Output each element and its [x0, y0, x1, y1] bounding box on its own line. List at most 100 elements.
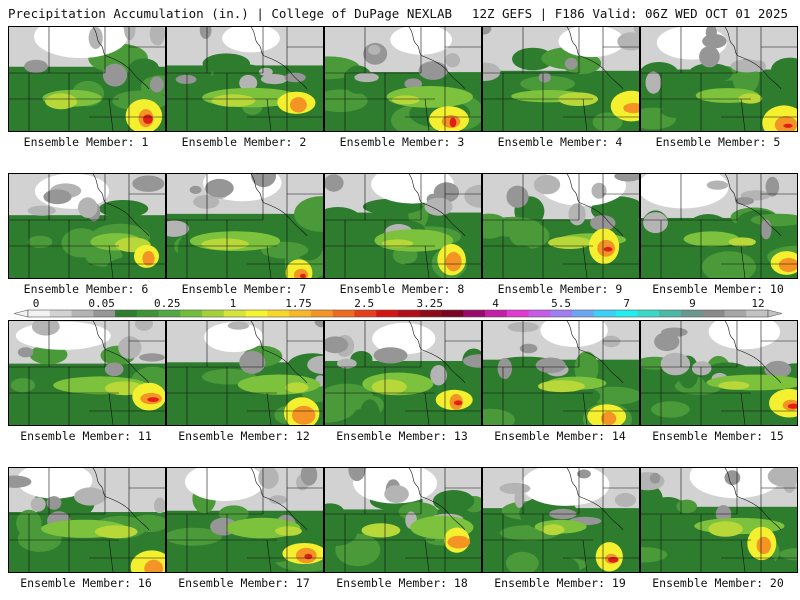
- ensemble-member-label: Ensemble Member: 13: [323, 429, 481, 443]
- light-precip-blob: [9, 475, 32, 488]
- dry-area: [16, 468, 93, 499]
- ensemble-member-map: [8, 26, 166, 132]
- precip-band: [285, 382, 309, 393]
- light-precip-blob: [325, 174, 344, 192]
- ensemble-member-label: Ensemble Member: 19: [481, 576, 639, 590]
- state-borders: [641, 27, 797, 131]
- river-line: [724, 468, 782, 531]
- colorbar-tick-label: 2.5: [354, 297, 374, 310]
- light-precip-blob: [153, 497, 165, 514]
- light-precip-blob: [384, 485, 409, 504]
- heavy-precip-core: [778, 257, 797, 273]
- light-precip-blob: [260, 74, 288, 85]
- ensemble-member-label: Ensemble Member: 16: [7, 576, 165, 590]
- colorbar-swatch: [245, 310, 268, 317]
- member-label-prefix: Ensemble Member:: [652, 429, 770, 443]
- run-valid-time: 12Z GEFS | F186 Valid: 06Z WED OCT 01 20…: [471, 6, 788, 21]
- state-borders: [167, 174, 323, 278]
- member-label-prefix: Ensemble Member:: [336, 576, 454, 590]
- precip-blob: [359, 399, 381, 425]
- dry-area: [15, 321, 111, 350]
- precip-band: [548, 236, 592, 249]
- member-label-prefix: Ensemble Member:: [178, 429, 296, 443]
- dry-area: [539, 174, 627, 206]
- colorbar-swatch: [659, 310, 682, 317]
- precip-blob: [325, 520, 358, 546]
- colorbar-swatch: [528, 310, 551, 317]
- dry-area: [204, 322, 264, 353]
- colorbar-swatch: [93, 310, 116, 317]
- colorbar-tick-label: 5.5: [551, 297, 571, 310]
- ensemble-member-map: [640, 173, 798, 279]
- precip-blob: [483, 387, 525, 416]
- state-borders: [167, 27, 323, 131]
- precip-blob: [747, 554, 776, 572]
- light-precip-blob: [193, 195, 220, 209]
- ensemble-member-label: Ensemble Member: 4: [481, 135, 639, 149]
- precip-blob: [448, 554, 474, 572]
- ensemble-member-map: [324, 26, 482, 132]
- light-precip-blob: [354, 72, 379, 83]
- state-borders: [325, 174, 481, 278]
- light-precip-blob: [239, 350, 266, 374]
- heavy-precip-core: [449, 117, 457, 128]
- precip-band: [374, 229, 454, 252]
- precip-blob: [770, 57, 797, 83]
- precip-map: [167, 27, 323, 131]
- member-label-prefix: Ensemble Member:: [339, 282, 458, 296]
- light-precip-blob: [706, 180, 729, 190]
- light-precip-blob: [568, 203, 586, 226]
- precip-map: [9, 468, 165, 572]
- ensemble-member-label: Ensemble Member: 6: [7, 282, 165, 296]
- ensemble-member-map: [166, 467, 324, 573]
- precip-blob: [61, 553, 105, 567]
- light-precip-blob: [314, 321, 323, 328]
- colorbar-swatch: [310, 310, 334, 317]
- ensemble-member-label: Ensemble Member: 20: [639, 576, 797, 590]
- colorbar-swatch: [376, 310, 399, 317]
- state-borders: [483, 174, 639, 278]
- precip-map: [9, 321, 165, 425]
- colorbar-swatch: [702, 310, 725, 317]
- precip-blob: [505, 551, 539, 572]
- precip-blob: [294, 196, 323, 232]
- precip-blob: [167, 97, 199, 121]
- light-precip-blob: [149, 76, 164, 93]
- dry-area: [641, 174, 729, 209]
- member-number: 9: [615, 282, 623, 296]
- colorbar-swatch: [289, 310, 312, 317]
- colorbar-min-arrow: [13, 309, 29, 318]
- heavy-precip-core: [292, 405, 316, 425]
- colorbar-swatch: [158, 310, 181, 317]
- light-precip-blob: [24, 59, 48, 73]
- precip-band: [361, 523, 401, 538]
- ensemble-member-map: [482, 26, 640, 132]
- member-number: 19: [611, 576, 626, 590]
- river-line: [566, 174, 624, 237]
- colorbar-tick-label: 4: [492, 297, 499, 310]
- precip-band: [45, 93, 78, 110]
- light-precip-blob: [591, 182, 607, 199]
- precip-blob: [27, 235, 53, 248]
- precip-map: [325, 468, 481, 572]
- member-number: 7: [299, 282, 307, 296]
- ensemble-member-map: [324, 173, 482, 279]
- light-precip-blob: [464, 184, 481, 208]
- precip-map: [483, 321, 639, 425]
- light-precip-blob: [445, 53, 461, 68]
- light-precip-blob: [102, 63, 128, 87]
- light-precip-blob: [533, 175, 561, 195]
- precip-blob: [432, 490, 475, 513]
- precip-band: [201, 238, 249, 250]
- precip-blob: [660, 104, 710, 119]
- light-precip-blob: [705, 27, 717, 40]
- precip-blob: [11, 245, 43, 276]
- member-number: 5: [773, 135, 781, 149]
- member-number: 20: [769, 576, 784, 590]
- light-precip-blob: [175, 74, 197, 84]
- ensemble-member-label: Ensemble Member: 17: [165, 576, 323, 590]
- light-precip-blob: [643, 212, 668, 234]
- state-borders: [325, 27, 481, 131]
- light-precip-blob: [645, 71, 662, 94]
- precip-map: [483, 174, 639, 278]
